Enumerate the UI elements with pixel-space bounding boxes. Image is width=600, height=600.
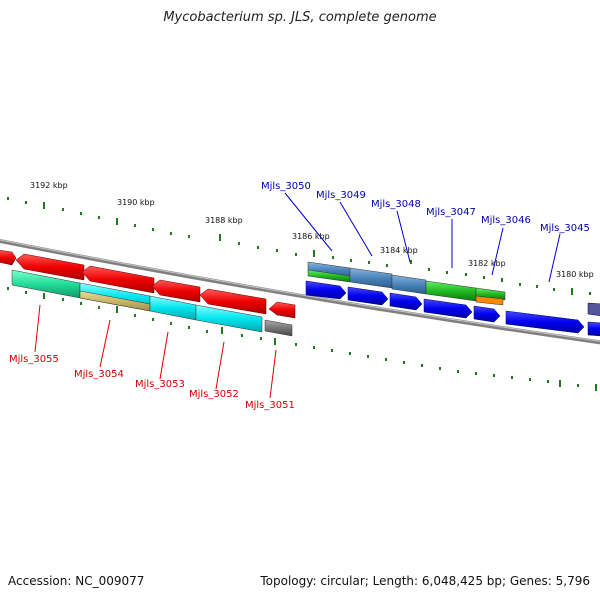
- map-title: Mycobacterium sp. JLS, complete genome: [163, 10, 437, 25]
- cds-plus-3[interactable]: [389, 292, 423, 311]
- plus-strand-cds-track: [305, 280, 600, 337]
- gene-label-mjls-3054[interactable]: Mjls_3054: [74, 369, 124, 380]
- gene-label-mjls-3053[interactable]: Mjls_3053: [135, 379, 185, 390]
- scale-label-3190: 3190 kbp: [117, 198, 155, 207]
- plus-strand-feature-track: [307, 261, 506, 306]
- gene-label-mjls-3045[interactable]: Mjls_3045: [540, 223, 590, 234]
- feature-block-steel-2[interactable]: [349, 267, 393, 289]
- gene-label-mjls-3049[interactable]: Mjls_3049: [316, 190, 366, 201]
- gene-label-mjls-3050[interactable]: Mjls_3050: [261, 181, 311, 192]
- feature-block-green[interactable]: [425, 280, 477, 302]
- scale-label-3180: 3180 kbp: [556, 270, 594, 279]
- gene-label-mjls-3055[interactable]: Mjls_3055: [9, 354, 59, 365]
- minus-label-leaders: [34, 304, 277, 399]
- cds-minus-1[interactable]: [0, 250, 17, 266]
- gene-label-mjls-3046[interactable]: Mjls_3046: [481, 215, 531, 226]
- scale-label-3188: 3188 kbp: [205, 216, 243, 225]
- plus-label-leaders: [284, 192, 561, 283]
- cds-minus-5[interactable]: [199, 288, 267, 315]
- cds-plus-2[interactable]: [347, 286, 389, 306]
- gene-label-mjls-3051[interactable]: Mjls_3051: [245, 400, 295, 411]
- feature-block-cyan-3[interactable]: [195, 304, 263, 333]
- gene-label-mjls-3047[interactable]: Mjls_3047: [426, 207, 476, 218]
- cds-minus-4[interactable]: [151, 279, 201, 303]
- cds-minus-3[interactable]: [81, 265, 155, 294]
- genome-backbone: [0, 238, 600, 345]
- feature-block-orange[interactable]: [475, 295, 504, 306]
- lower-tick-arc: [7, 287, 597, 391]
- cds-plus-7[interactable]: [587, 321, 600, 337]
- scale-label-3186: 3186 kbp: [292, 232, 330, 241]
- genome-summary-text: Topology: circular; Length: 6,048,425 bp…: [260, 574, 590, 588]
- cds-plus-6[interactable]: [505, 310, 585, 334]
- feature-block-gray[interactable]: [264, 319, 293, 337]
- gene-label-mjls-3052[interactable]: Mjls_3052: [189, 389, 239, 400]
- minus-strand-feature-track: [11, 269, 293, 337]
- cds-minus-6[interactable]: [268, 301, 296, 319]
- cds-minus-2[interactable]: [15, 253, 85, 281]
- scale-label-3182: 3182 kbp: [468, 259, 506, 268]
- scale-label-3192: 3192 kbp: [30, 181, 68, 190]
- accession-text: Accession: NC_009077: [8, 574, 145, 588]
- gene-label-mjls-3048[interactable]: Mjls_3048: [371, 199, 421, 210]
- minus-strand-cds-track: [0, 250, 296, 319]
- cds-plus-8[interactable]: [587, 302, 600, 316]
- cds-plus-5[interactable]: [473, 305, 501, 323]
- feature-block-steel-3[interactable]: [391, 274, 427, 295]
- cds-plus-4[interactable]: [423, 298, 473, 319]
- upper-tick-arc: [7, 197, 591, 295]
- scale-label-3184: 3184 kbp: [380, 246, 418, 255]
- cds-plus-1[interactable]: [305, 280, 347, 300]
